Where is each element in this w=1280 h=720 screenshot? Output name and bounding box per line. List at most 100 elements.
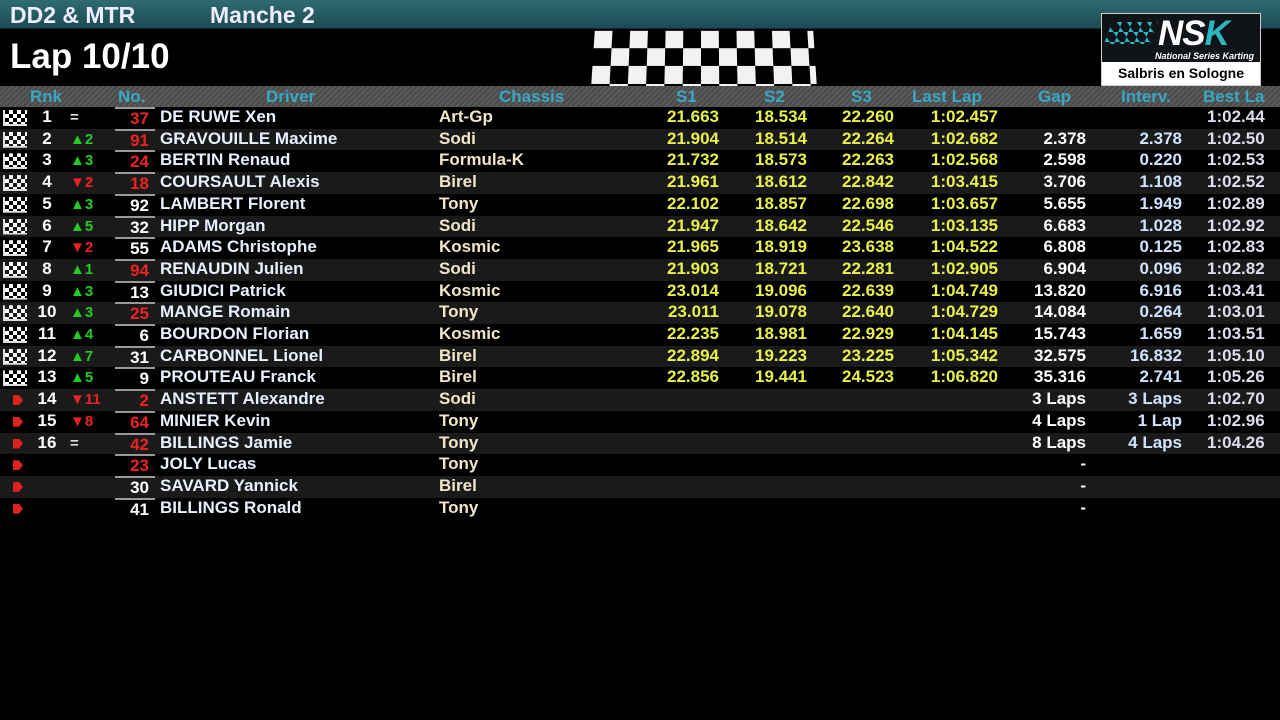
position-change: ▼2 — [70, 174, 94, 192]
gap: 6.904 — [1043, 258, 1086, 278]
table-row[interactable]: 1 = 37 DE RUWE Xen Art-Gp 21.663 18.534 22.260 1… — [0, 107, 1280, 129]
driver-name: JOLY Lucas — [160, 454, 257, 474]
category-title: DD2 & MTR — [10, 2, 136, 28]
kart-number: 92 — [115, 193, 155, 215]
kart-number: 13 — [115, 280, 155, 302]
checkered-flag-icon — [3, 283, 27, 300]
interval: 3 Laps — [1128, 389, 1182, 409]
best-lap: 1:04.26 — [1207, 432, 1265, 452]
position-change: ▲2 — [70, 130, 94, 148]
table-row[interactable]: 2 ▲2 91 GRAVOUILLE Maxime Sodi 21.904 18.514 22… — [0, 128, 1280, 151]
table-row[interactable]: 9 ▲3 13 GIUDICI Patrick Kosmic 23.014 19.096 22… — [0, 280, 1280, 303]
rank: 9 — [42, 280, 52, 300]
col-no: No. — [118, 87, 146, 106]
col-s2: S2 — [764, 87, 785, 106]
sector-3: 22.546 — [842, 215, 894, 235]
table-row[interactable]: 5 ▲3 92 LAMBERT Florent Tony 22.102 18.857 22.6… — [0, 193, 1280, 216]
col-driver: Driver — [266, 87, 316, 106]
interval: 2.378 — [1139, 128, 1182, 148]
chassis: Birel — [439, 172, 477, 192]
table-row[interactable]: 4 ▼2 18 COURSAULT Alexis Birel 21.961 18.612 22… — [0, 172, 1280, 195]
driver-name: BERTIN Renaud — [160, 150, 291, 170]
best-lap: 1:03.01 — [1207, 302, 1265, 322]
chassis: Sodi — [439, 258, 476, 278]
last-lap: 1:02.568 — [930, 150, 998, 170]
chassis: Sodi — [439, 389, 476, 409]
driver-name: BILLINGS Ronald — [160, 497, 302, 517]
retired-flag-icon — [3, 414, 27, 430]
kart-number: 30 — [115, 475, 155, 497]
kart-number: 42 — [115, 432, 155, 454]
sector-2: 18.573 — [755, 150, 807, 170]
kart-number: 2 — [115, 389, 155, 410]
table-row[interactable]: 16 = 42 BILLINGS Jamie Tony 8 Laps 4 Laps 1:04.… — [0, 432, 1280, 455]
position-change: ▲5 — [70, 217, 94, 235]
table-row[interactable]: 8 ▲1 94 RENAUDIN Julien Sodi 21.903 18.721 22.2… — [0, 258, 1280, 281]
rank: 14 — [37, 389, 57, 409]
table-row[interactable]: 12 ▲7 31 CARBONNEL Lionel Birel 22.894 19.223 2… — [0, 345, 1280, 368]
table-row[interactable]: 11 ▲4 6 BOURDON Florian Kosmic 22.235 18.981 22… — [0, 324, 1280, 346]
sector-3: 23.638 — [842, 237, 894, 257]
gap: 2.598 — [1043, 150, 1086, 170]
driver-name: MINIER Kevin — [160, 410, 271, 430]
sector-1: 21.732 — [667, 150, 719, 170]
table-row[interactable]: 30 SAVARD Yannick Birel - — [0, 475, 1280, 498]
checker-logo-icon — [1103, 22, 1159, 44]
table-row[interactable]: 14 ▼11 2 ANSTETT Alexandre Sodi 3 Laps 3 Laps 1… — [0, 389, 1280, 412]
gap: 6.683 — [1043, 215, 1086, 235]
best-lap: 1:05.26 — [1207, 367, 1265, 387]
col-interval: Interv. — [1121, 87, 1171, 106]
best-lap: 1:05.10 — [1207, 345, 1265, 365]
table-row[interactable]: 7 ▼2 55 ADAMS Christophe Kosmic 21.965 18.919 2… — [0, 237, 1280, 260]
interval: 1.108 — [1139, 172, 1182, 192]
interval: 1 Lap — [1137, 410, 1182, 430]
rank: 3 — [42, 150, 52, 170]
position-change: ▲3 — [70, 282, 94, 300]
col-rank: Rnk — [30, 87, 63, 106]
interval: 2.741 — [1139, 367, 1182, 387]
driver-name: GRAVOUILLE Maxime — [160, 128, 338, 148]
driver-name: SAVARD Yannick — [160, 475, 298, 495]
sector-2: 18.534 — [755, 107, 807, 126]
retired-flag-icon — [3, 457, 27, 473]
table-row[interactable]: 23 JOLY Lucas Tony - — [0, 454, 1280, 477]
table-row[interactable]: 3 ▲3 24 BERTIN Renaud Formula-K 21.732 18.573 2… — [0, 150, 1280, 173]
driver-name: PROUTEAU Franck — [160, 367, 316, 387]
sector-2: 18.612 — [755, 172, 807, 192]
chassis: Tony — [439, 454, 479, 474]
gap: - — [1080, 497, 1086, 517]
table-row[interactable]: 13 ▲5 9 PROUTEAU Franck Birel 22.856 19.441 24.… — [0, 367, 1280, 390]
checkered-flag-icon — [3, 240, 27, 257]
rank: 1 — [42, 107, 52, 126]
table-row[interactable]: 10 ▲3 25 MANGE Romain Tony 23.011 19.078 22.640… — [0, 302, 1280, 325]
kart-number: 9 — [115, 367, 155, 388]
best-lap: 1:02.92 — [1207, 215, 1265, 235]
sector-3: 22.842 — [842, 172, 894, 192]
sector-2: 18.642 — [755, 215, 807, 235]
interval: 0.096 — [1139, 258, 1182, 278]
logo-brand: NSK — [1158, 14, 1230, 53]
sector-1: 21.663 — [667, 107, 719, 126]
rank: 6 — [42, 215, 52, 235]
interval: 16.832 — [1130, 345, 1182, 365]
driver-name: RENAUDIN Julien — [160, 258, 304, 278]
session-title: Manche 2 — [210, 2, 315, 28]
table-row[interactable]: 15 ▼8 64 MINIER Kevin Tony 4 Laps 1 Lap 1:02.96 — [0, 410, 1280, 433]
sector-2: 18.721 — [755, 258, 807, 278]
table-row[interactable]: 6 ▲5 32 HIPP Morgan Sodi 21.947 18.642 22.546 1:… — [0, 215, 1280, 238]
checkered-flag-icon — [3, 153, 27, 170]
rank: 12 — [37, 345, 57, 365]
best-lap: 1:02.50 — [1207, 128, 1265, 148]
sector-3: 22.260 — [842, 107, 894, 126]
best-lap: 1:02.53 — [1207, 150, 1265, 170]
interval: 0.125 — [1139, 237, 1182, 257]
table-row[interactable]: 41 BILLINGS Ronald Tony - — [0, 497, 1280, 520]
position-change: ▲3 — [70, 195, 94, 213]
checkered-flag-icon — [3, 327, 27, 343]
interval: 6.916 — [1139, 280, 1182, 300]
rank: 4 — [42, 172, 52, 192]
gap: - — [1080, 475, 1086, 495]
rank: 7 — [42, 237, 52, 257]
position-change: ▲4 — [70, 326, 94, 343]
driver-name: CARBONNEL Lionel — [160, 345, 324, 365]
